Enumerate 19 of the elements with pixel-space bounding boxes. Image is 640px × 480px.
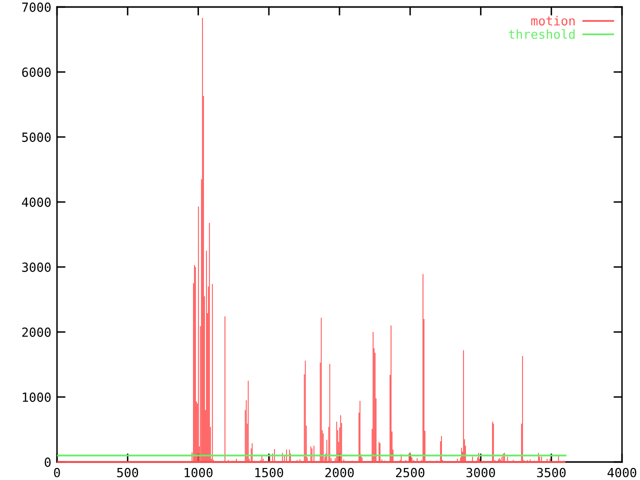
x-tick-label: 2000 — [325, 468, 354, 478]
y-tick-label: 4000 — [22, 198, 51, 207]
x-tick-label: 2500 — [396, 468, 424, 478]
x-tick-label: 1000 — [184, 468, 212, 478]
y-tick-label: 1000 — [22, 392, 51, 402]
legend-label: motion — [531, 16, 575, 26]
y-tick-label: 2000 — [22, 328, 51, 337]
x-tick-label: 4000 — [608, 468, 636, 478]
x-tick-label: 1500 — [255, 468, 284, 478]
x-tick-label: 3000 — [466, 468, 495, 478]
y-tick-label: 5000 — [22, 132, 51, 142]
x-tick-label: 3500 — [537, 468, 566, 478]
y-tick-label: 7000 — [22, 2, 51, 12]
x-tick-label: 0 — [54, 468, 60, 478]
y-tick-label: 0 — [44, 458, 51, 467]
x-tick-label: 500 — [117, 468, 138, 478]
legend-label: threshold — [508, 29, 575, 39]
y-tick-label: 6000 — [22, 68, 51, 77]
y-tick-label: 3000 — [22, 262, 51, 272]
